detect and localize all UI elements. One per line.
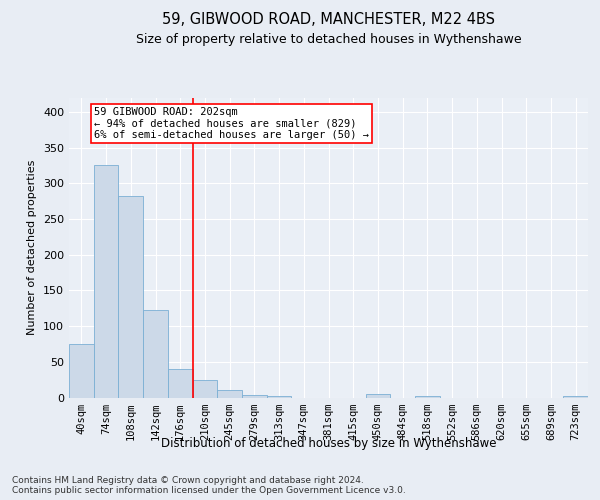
Text: Distribution of detached houses by size in Wythenshawe: Distribution of detached houses by size …: [161, 438, 497, 450]
Bar: [168, 369, 193, 398]
Bar: [217, 390, 242, 398]
Text: Contains HM Land Registry data © Crown copyright and database right 2024.
Contai: Contains HM Land Registry data © Crown c…: [12, 476, 406, 495]
Bar: [143, 310, 168, 398]
Bar: [365, 394, 390, 398]
Bar: [193, 380, 217, 398]
Text: Size of property relative to detached houses in Wythenshawe: Size of property relative to detached ho…: [136, 32, 521, 46]
Bar: [94, 166, 118, 398]
Bar: [267, 396, 292, 398]
Bar: [242, 394, 267, 398]
Y-axis label: Number of detached properties: Number of detached properties: [28, 160, 37, 335]
Text: 59 GIBWOOD ROAD: 202sqm
← 94% of detached houses are smaller (829)
6% of semi-de: 59 GIBWOOD ROAD: 202sqm ← 94% of detache…: [94, 107, 369, 140]
Text: 59, GIBWOOD ROAD, MANCHESTER, M22 4BS: 59, GIBWOOD ROAD, MANCHESTER, M22 4BS: [162, 12, 496, 28]
Bar: [118, 196, 143, 398]
Bar: [69, 344, 94, 398]
Bar: [415, 396, 440, 398]
Bar: [563, 396, 588, 398]
